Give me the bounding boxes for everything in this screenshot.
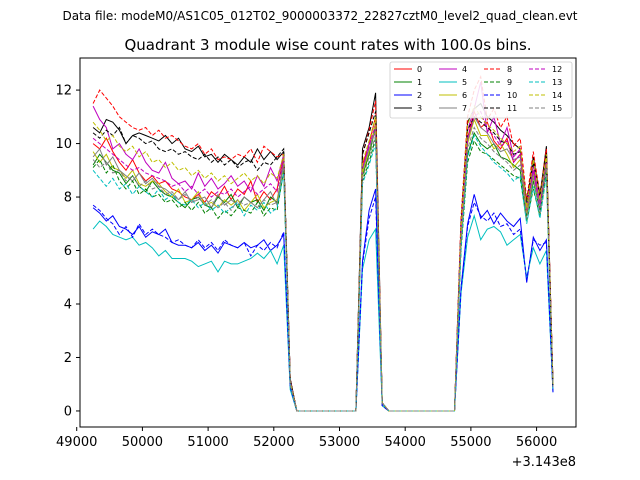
legend-label-10: 10	[507, 91, 517, 100]
y-tick-label: 4	[64, 298, 72, 313]
series-line-12	[92, 110, 554, 412]
series-line-8	[92, 75, 554, 412]
x-tick-label: 52000	[253, 435, 294, 450]
series-line-2	[92, 188, 554, 412]
x-tick-label: 55000	[450, 435, 491, 450]
y-tick-label: 12	[55, 84, 72, 99]
legend-label-13: 13	[552, 78, 562, 87]
x-tick-label: 50000	[122, 435, 163, 450]
x-offset-label: +3.143e8	[512, 455, 576, 470]
legend-label-14: 14	[552, 91, 562, 100]
legend-label-4: 4	[462, 65, 467, 74]
y-tick-label: 8	[64, 191, 72, 206]
series-line-0	[92, 109, 554, 412]
series-line-6	[92, 117, 554, 412]
series-line-10	[92, 196, 554, 412]
legend-label-12: 12	[552, 65, 562, 74]
data-file-label: Data file: modeM0/AS1C05_012T02_90000033…	[62, 9, 577, 23]
y-tick-label: 6	[64, 244, 72, 259]
legend-label-9: 9	[507, 78, 512, 87]
series-line-13	[92, 134, 554, 412]
plot-frame	[79, 57, 577, 428]
legend-label-6: 6	[462, 91, 467, 100]
series-layer	[92, 75, 554, 412]
series-line-11	[92, 111, 554, 412]
legend-label-0: 0	[417, 65, 422, 74]
y-tick-label: 0	[64, 404, 72, 419]
series-line-7	[92, 115, 554, 412]
y-tick-label: 10	[55, 137, 72, 152]
series-line-14	[92, 104, 554, 412]
legend-label-1: 1	[417, 78, 422, 87]
axis-ticks: 49000 50000 51000 52000 53000 54000 55000 56000…	[55, 84, 557, 450]
x-tick-label: 51000	[187, 435, 228, 450]
x-tick-label: 56000	[516, 435, 557, 450]
x-tick-label: 53000	[319, 435, 360, 450]
series-line-1	[92, 127, 554, 412]
series-line-15	[92, 126, 554, 412]
chart-title: Quadrant 3 module wise count rates with …	[124, 36, 531, 54]
legend-label-5: 5	[462, 78, 467, 87]
series-line-4	[92, 81, 554, 412]
x-tick-label: 49000	[56, 435, 97, 450]
y-tick-label: 2	[64, 351, 72, 366]
legend-label-7: 7	[462, 104, 467, 113]
series-line-9	[92, 138, 554, 412]
legend-label-11: 11	[507, 104, 517, 113]
legend-label-15: 15	[552, 104, 562, 113]
legend-label-2: 2	[417, 91, 422, 100]
legend-label-3: 3	[417, 104, 422, 113]
x-tick-label: 54000	[385, 435, 426, 450]
series-line-5	[92, 214, 554, 412]
legend-box	[389, 61, 573, 119]
legend-label-8: 8	[507, 65, 512, 74]
